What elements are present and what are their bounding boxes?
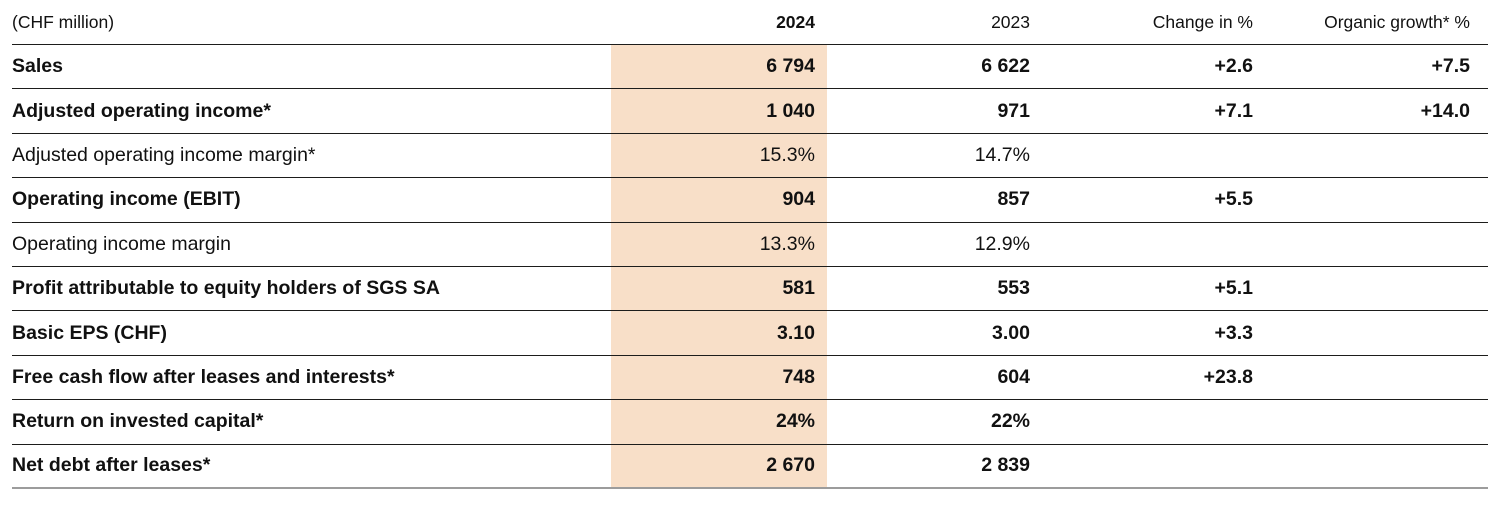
unit-label: (CHF million) [12, 11, 115, 32]
value-change-percent: +5.1 [1214, 277, 1254, 300]
table-row: Adjusted operating income margin* 15.3% 14… [12, 133, 1488, 179]
value-2024: 1 040 [611, 89, 827, 133]
value-2023: 12.9% [974, 232, 1030, 255]
value-2024: 15.3% [611, 133, 827, 178]
value-2024: 748 [611, 355, 827, 400]
row-label: Profit attributable to equity holders of… [12, 277, 440, 300]
value-2023: 6 622 [981, 55, 1030, 78]
table-row: Net debt after leases* 2 670 2 839 [12, 444, 1488, 489]
row-label: Free cash flow after leases and interest… [12, 365, 395, 388]
column-header-change: Change in % [1152, 11, 1253, 32]
row-label: Basic EPS (CHF) [12, 321, 167, 344]
table-header-row: (CHF million) 2024 2023 Change in % Orga… [12, 0, 1488, 45]
value-change-percent: +2.6 [1214, 55, 1254, 78]
financial-summary-table: (CHF million) 2024 2023 Change in % Orga… [12, 0, 1488, 489]
value-2023: 971 [997, 99, 1030, 122]
value-2024: 6 794 [611, 45, 827, 89]
column-header-2023: 2023 [991, 11, 1030, 32]
value-2024: 581 [611, 266, 827, 311]
value-organic-growth: +14.0 [1420, 99, 1470, 122]
value-organic-growth: +7.5 [1431, 55, 1471, 78]
table-row: Operating income margin 13.3% 12.9% [12, 222, 1488, 267]
table-row: Basic EPS (CHF) 3.10 3.00 +3.3 [12, 311, 1488, 356]
table-row: Sales 6 794 6 622 +2.6 +7.5 [12, 45, 1488, 90]
row-label: Operating income (EBIT) [12, 188, 241, 211]
row-label: Operating income margin [12, 232, 231, 255]
row-label: Adjusted operating income margin* [12, 143, 316, 166]
value-2024: 2 670 [611, 444, 827, 487]
financial-table-body: Sales 6 794 6 622 +2.6 +7.5 Adjusted operatin… [12, 45, 1488, 489]
value-change-percent: +7.1 [1214, 99, 1254, 122]
table-row: Operating income (EBIT) 904 857 +5.5 [12, 178, 1488, 223]
value-2023: 22% [990, 410, 1030, 433]
row-label: Sales [12, 55, 63, 78]
table-row: Adjusted operating income* 1 040 971 +7.1 +1… [12, 89, 1488, 134]
value-2023: 604 [997, 365, 1030, 388]
value-2023: 14.7% [974, 143, 1030, 166]
table-row: Free cash flow after leases and interest… [12, 355, 1488, 401]
row-label: Return on invested capital* [12, 410, 264, 433]
column-header-2024: 2024 [776, 11, 815, 32]
value-2024: 13.3% [611, 222, 827, 266]
value-2023: 2 839 [981, 454, 1030, 477]
value-change-percent: +5.5 [1214, 188, 1254, 211]
value-change-percent: +23.8 [1203, 365, 1253, 388]
column-header-organic-growth: Organic growth* % [1324, 11, 1470, 32]
value-2024: 904 [611, 178, 827, 222]
value-2023: 553 [997, 277, 1030, 300]
value-2023: 3.00 [992, 321, 1030, 344]
row-label: Adjusted operating income* [12, 99, 271, 122]
value-change-percent: +3.3 [1214, 321, 1254, 344]
value-2024: 3.10 [611, 311, 827, 355]
table-row: Profit attributable to equity holders of… [12, 266, 1488, 312]
row-label: Net debt after leases* [12, 454, 211, 477]
value-2024: 24% [611, 400, 827, 444]
table-row: Return on invested capital* 24% 22% [12, 400, 1488, 445]
value-2023: 857 [997, 188, 1030, 211]
